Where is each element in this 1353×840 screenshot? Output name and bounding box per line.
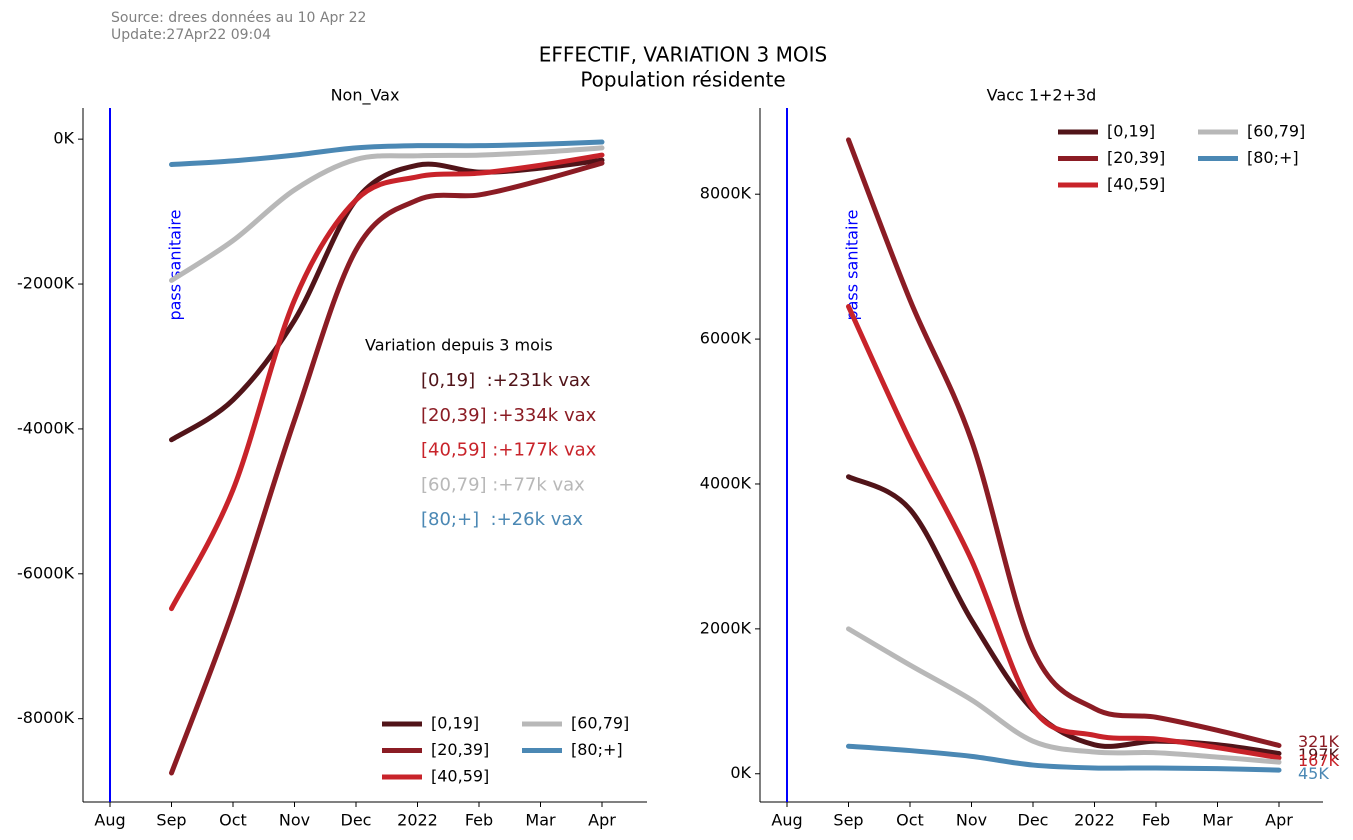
legend-label: [20,39] bbox=[1107, 148, 1165, 167]
legend-label: [40,59] bbox=[1107, 175, 1165, 194]
x-tick-label: Oct bbox=[219, 811, 247, 830]
y-tick-label: 6000K bbox=[700, 329, 752, 348]
series-line bbox=[846, 626, 1282, 765]
x-tick-label: Sep bbox=[833, 811, 863, 830]
end-label: 45K bbox=[1298, 764, 1329, 783]
annotation-line: [0,19] :+231k vax bbox=[421, 370, 591, 391]
series-line bbox=[169, 152, 605, 612]
x-tick-label: Mar bbox=[1202, 811, 1233, 830]
title: EFFECTIF, VARIATION 3 MOIS bbox=[539, 43, 827, 67]
x-tick-label: Apr bbox=[1265, 811, 1293, 830]
x-tick-label: Nov bbox=[279, 811, 310, 830]
y-tick-label: -8000K bbox=[17, 708, 74, 727]
annotation-title: Variation depuis 3 mois bbox=[365, 336, 553, 355]
x-tick-label: Dec bbox=[341, 811, 372, 830]
end-label: 197K bbox=[1298, 745, 1340, 764]
series-line bbox=[169, 157, 605, 443]
series-line bbox=[846, 743, 1282, 773]
source: Source: drees données au 10 Apr 22 bbox=[111, 10, 366, 26]
end-label: 321K bbox=[1298, 732, 1340, 751]
vline-label: pass sanitaire bbox=[166, 209, 185, 320]
x-tick-label: Mar bbox=[525, 811, 556, 830]
subplot-title: Non_Vax bbox=[331, 86, 400, 106]
y-tick-label: -6000K bbox=[17, 563, 74, 582]
x-tick-label: Dec bbox=[1018, 811, 1049, 830]
x-tick-label: Sep bbox=[156, 811, 186, 830]
y-tick-label: 2000K bbox=[700, 618, 752, 637]
x-tick-label: Oct bbox=[896, 811, 924, 830]
annotation-line: [80;+] :+26k vax bbox=[421, 509, 583, 530]
legend-label: [0,19] bbox=[431, 714, 479, 733]
legend-label: [80;+] bbox=[1247, 148, 1299, 167]
legend-label: [40,59] bbox=[431, 767, 489, 786]
subplot-title: Vacc 1+2+3d bbox=[987, 86, 1097, 105]
series-line bbox=[169, 160, 605, 776]
x-tick-label: Aug bbox=[94, 811, 125, 830]
y-tick-label: 0K bbox=[730, 763, 751, 782]
legend-label: [60,79] bbox=[571, 714, 629, 733]
subtitle: Population résidente bbox=[580, 68, 785, 92]
vline-label: pass sanitaire bbox=[843, 209, 862, 320]
y-tick-label: -4000K bbox=[17, 418, 74, 437]
x-tick-label: Apr bbox=[588, 811, 616, 830]
series-line bbox=[169, 139, 605, 168]
x-tick-label: 2022 bbox=[1074, 811, 1115, 830]
legend-label: [80;+] bbox=[571, 740, 623, 759]
series-line bbox=[846, 474, 1282, 756]
annotation-line: [40,59] :+177k vax bbox=[421, 440, 597, 461]
y-tick-label: 4000K bbox=[700, 473, 752, 492]
y-tick-label: 0K bbox=[53, 129, 74, 148]
legend-label: [60,79] bbox=[1247, 122, 1305, 141]
legend-label: [0,19] bbox=[1107, 122, 1155, 141]
series-line bbox=[169, 145, 605, 283]
x-tick-label: Aug bbox=[771, 811, 802, 830]
end-label: 167K bbox=[1298, 751, 1340, 770]
y-tick-label: 8000K bbox=[700, 184, 752, 203]
series-line bbox=[846, 303, 1282, 761]
x-tick-label: 2022 bbox=[397, 811, 438, 830]
series-line bbox=[846, 137, 1282, 748]
x-tick-label: Nov bbox=[956, 811, 987, 830]
update: Update:27Apr22 09:04 bbox=[111, 27, 271, 43]
annotation-line: [60,79] :+77k vax bbox=[421, 474, 585, 495]
legend-label: [20,39] bbox=[431, 740, 489, 759]
x-tick-label: Feb bbox=[1142, 811, 1170, 830]
y-tick-label: -2000K bbox=[17, 274, 74, 293]
x-tick-label: Feb bbox=[465, 811, 493, 830]
annotation-line: [20,39] :+334k vax bbox=[421, 405, 597, 426]
